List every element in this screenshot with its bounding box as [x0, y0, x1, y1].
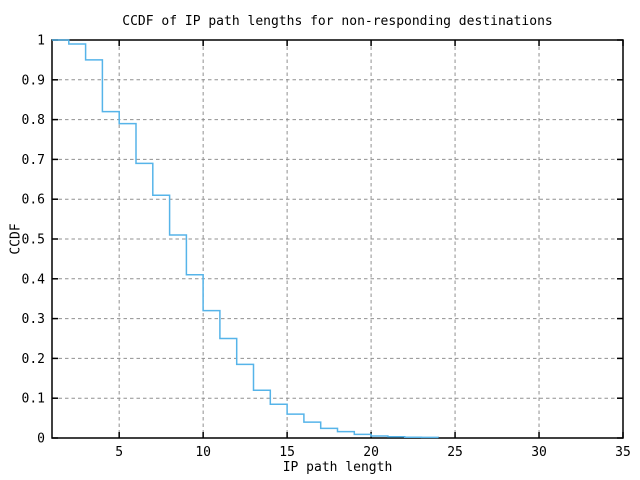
- y-tick-label: 0.1: [22, 392, 45, 407]
- chart-title: CCDF of IP path lengths for non-respondi…: [122, 14, 553, 29]
- y-tick-label: 0.2: [22, 352, 45, 367]
- y-tick-label: 0.5: [22, 233, 45, 248]
- x-tick-label: 15: [279, 445, 295, 460]
- x-tick-label: 10: [195, 445, 211, 460]
- x-tick-label: 5: [115, 445, 123, 460]
- x-tick-label: 35: [615, 445, 631, 460]
- x-axis-label: IP path length: [282, 460, 393, 475]
- y-tick-label: 0.3: [22, 312, 45, 327]
- x-tick-label: 20: [363, 445, 379, 460]
- plot-border: [51, 39, 624, 439]
- x-tick-label: 25: [447, 445, 463, 460]
- y-tick-label: 0.4: [22, 272, 46, 287]
- y-tick-label: 0: [37, 432, 45, 447]
- y-tick-label: 0.7: [22, 153, 45, 168]
- y-tick-label: 0.8: [22, 113, 45, 128]
- y-tick-label: 0.9: [22, 73, 45, 88]
- y-tick-label: 0.6: [22, 193, 45, 208]
- ccdf-curve: [52, 39, 440, 439]
- y-tick-label: 1: [37, 34, 45, 49]
- x-tick-label: 30: [531, 445, 547, 460]
